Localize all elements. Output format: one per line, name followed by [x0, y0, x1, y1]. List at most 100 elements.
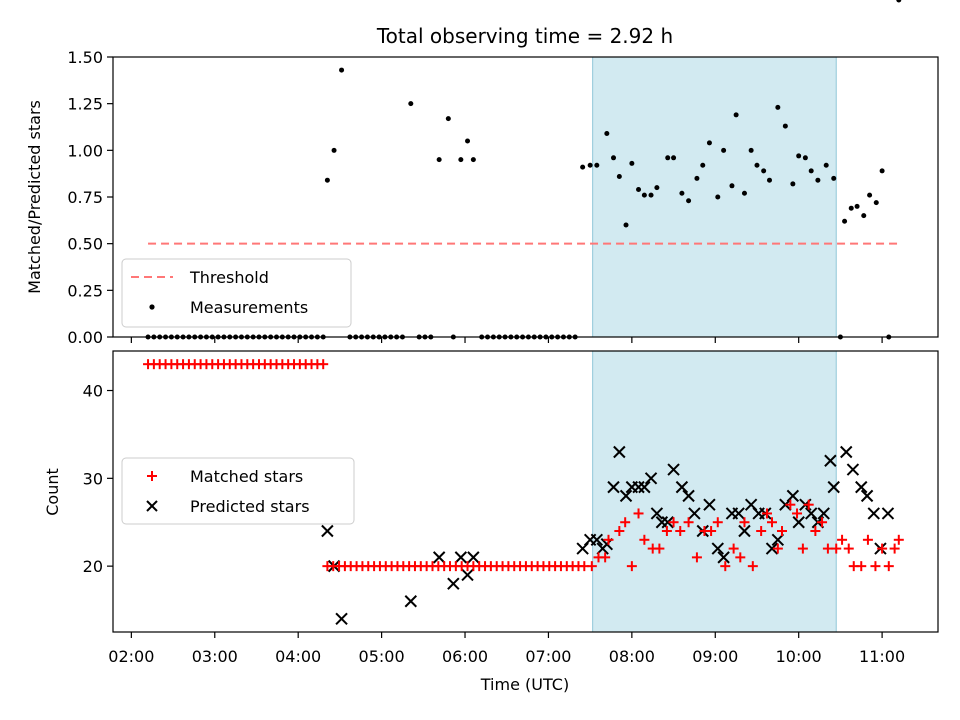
matched-star-point [626, 561, 637, 572]
matched-star-point [792, 508, 803, 519]
measurement-point [706, 140, 712, 146]
predicted-star-point [675, 480, 689, 494]
measurements-legend-label: Measurements [190, 298, 308, 317]
bottom-y-tick-label: 20 [83, 557, 103, 576]
matched-star-point [683, 517, 694, 528]
measurement-point [648, 192, 654, 198]
measurement-point [733, 112, 739, 118]
measurement-point [331, 147, 337, 153]
matched-star-point [735, 552, 746, 563]
measurement-point [671, 155, 677, 161]
matched-star-point [877, 543, 888, 554]
predicted-star-point [738, 524, 751, 538]
measurement-point [594, 162, 600, 168]
measurement-point [848, 205, 854, 211]
predicted-star-point [786, 489, 800, 503]
predicted-star-point [661, 516, 674, 529]
predicted-star-point [846, 463, 860, 476]
measurement-point [436, 157, 442, 163]
measurement-point [896, 0, 902, 3]
bottom-panel-y-axis-label: Count [43, 468, 62, 516]
predicted-star-point [655, 516, 669, 529]
measurement-point [831, 175, 837, 181]
matched-star-point [856, 561, 867, 572]
matched-star-point [893, 534, 904, 545]
bottom-y-tick-label: 30 [83, 469, 103, 488]
x-tick-label: 08:00 [609, 647, 655, 666]
matched-star-point [766, 517, 777, 528]
predicted-stars-legend-label: Predicted stars [190, 497, 310, 516]
measurement-point [408, 101, 414, 107]
matched-star-point [600, 552, 611, 563]
predicted-star-point [881, 507, 895, 520]
matched-star-point [668, 517, 679, 528]
matched-star-point [862, 534, 873, 545]
predicted-star-point [454, 551, 468, 564]
measurement-point [796, 153, 802, 159]
predicted-star-point [467, 551, 480, 564]
top-y-tick-label: 0.25 [67, 281, 103, 300]
matched-star-point [691, 552, 702, 563]
top-panel: 0.00 0.25 0.50 0.75 1.00 1.25 1.50 Matched/Pre… [25, 0, 939, 347]
top-y-tick-label: 0.00 [67, 328, 103, 347]
x-tick-label: 05:00 [359, 647, 405, 666]
x-tick-label: 11:00 [859, 647, 905, 666]
measurement-point [715, 194, 721, 200]
matched-stars-series [143, 359, 904, 572]
top-panel-y-ticks: 0.00 0.25 0.50 0.75 1.00 1.25 1.50 [67, 48, 113, 347]
top-panel-x-ticks [130, 337, 883, 343]
top-panel-observing-window [592, 56, 837, 338]
predicted-star-point [619, 489, 633, 503]
measurement-point [636, 187, 642, 193]
measurement-point [879, 168, 885, 174]
top-y-tick-label: 1.25 [67, 95, 103, 114]
matched-star-point [843, 543, 854, 554]
top-panel-frame [112, 56, 939, 338]
matched-star-point [756, 526, 767, 537]
predicted-star-point [867, 507, 880, 520]
measurement-point [654, 185, 660, 191]
measurement-point [629, 160, 635, 166]
matched-star-point [318, 359, 329, 370]
top-y-tick-label: 1.00 [67, 141, 103, 160]
matched-star-point [706, 526, 717, 537]
predicted-star-point [667, 463, 680, 476]
measurement-point [700, 162, 706, 168]
x-tick-label: 03:00 [192, 647, 238, 666]
x-tick-label: 04:00 [275, 647, 321, 666]
predicted-star-point [792, 516, 805, 529]
measurement-point [748, 147, 754, 153]
matched-star-point [777, 526, 788, 537]
bottom-legend: Matched stars Predicted stars [121, 457, 355, 525]
measurement-point [808, 168, 814, 174]
measurement-point [611, 155, 617, 161]
predicted-stars-series [321, 445, 895, 626]
matched-star-point [837, 534, 848, 545]
measurement-point [616, 173, 622, 179]
predicted-star-point [650, 507, 664, 520]
measurement-point [679, 190, 685, 196]
predicted-star-point [404, 595, 418, 608]
measurement-point [873, 200, 879, 206]
predicted-star-point [717, 551, 730, 564]
measurement-point [854, 203, 860, 209]
matched-stars-legend-label: Matched stars [190, 467, 303, 486]
predicted-star-point [632, 480, 645, 494]
measurement-point [782, 123, 788, 129]
measurement-point [790, 181, 796, 187]
matched-star-point [889, 543, 900, 554]
top-legend-box [121, 258, 352, 328]
predicted-star-point [321, 524, 334, 538]
measurement-point [721, 147, 727, 153]
measurement-point [823, 162, 829, 168]
measurement-point [458, 157, 464, 163]
predicted-star-point [703, 498, 716, 511]
predicted-star-point [644, 472, 658, 485]
x-tick-label: 07:00 [525, 647, 571, 666]
matched-star-point [720, 561, 731, 572]
matched-star-point [785, 499, 796, 510]
measurement-point [741, 190, 747, 196]
measurement-point [867, 192, 873, 198]
predicted-star-point [461, 568, 474, 582]
